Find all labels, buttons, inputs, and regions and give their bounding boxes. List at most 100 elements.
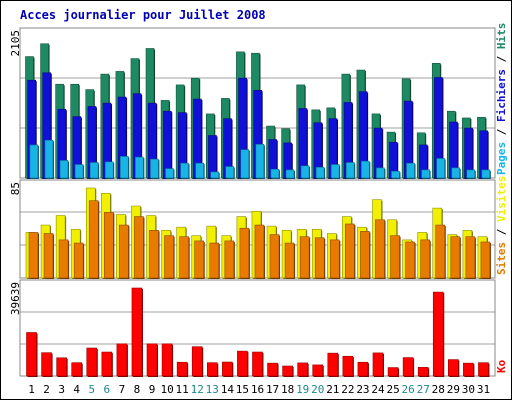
- bar-pages-day-4: [74, 164, 85, 179]
- bar-pages-day-16: [255, 143, 265, 179]
- bar-ko-day-1: [26, 332, 38, 377]
- day-label-25: 25: [386, 383, 399, 396]
- bar-sites-day-9: [149, 230, 160, 279]
- day-label-11: 11: [176, 383, 189, 396]
- panel-bot: 39639 Ko: [9, 279, 508, 377]
- bar-pages-day-1: [29, 144, 39, 179]
- panel-top-series-labels: Pages / Fichiers / Hits: [495, 23, 508, 175]
- bar-sites-day-28: [435, 224, 446, 279]
- bar-ko-day-4: [71, 362, 83, 377]
- bar-sites-day-18: [284, 242, 296, 279]
- bar-ko-day-31: [478, 362, 490, 377]
- bar-ko-day-25: [387, 367, 400, 377]
- bar-sites-day-23: [360, 231, 371, 279]
- day-label-30: 30: [462, 383, 475, 396]
- bar-sites-day-24: [375, 219, 386, 279]
- day-label-18: 18: [281, 383, 294, 396]
- day-label-22: 22: [341, 383, 354, 396]
- panel-mid-series-labels: Sites / Visites: [495, 176, 508, 275]
- bar-ko-day-2: [41, 352, 53, 377]
- day-label-15: 15: [236, 383, 249, 396]
- panel-bot-max-label: 39639: [9, 282, 22, 315]
- bar-sites-day-22: [345, 223, 356, 279]
- bar-sites-day-3: [58, 239, 70, 279]
- bar-sites-day-19: [299, 236, 311, 279]
- day-label-19: 19: [296, 383, 309, 396]
- day-label-31: 31: [477, 383, 490, 396]
- day-label-5: 5: [88, 383, 95, 396]
- day-label-27: 27: [417, 383, 430, 396]
- day-label-3: 3: [58, 383, 65, 396]
- bar-ko-day-27: [417, 367, 430, 377]
- bar-ko-day-19: [297, 362, 309, 377]
- bar-sites-day-11: [179, 236, 190, 279]
- series-label: /: [495, 49, 508, 69]
- bar-sites-day-12: [194, 240, 205, 279]
- bar-sites-day-21: [329, 239, 341, 279]
- bar-ko-day-23: [357, 361, 369, 377]
- bar-sites-day-27: [420, 239, 431, 279]
- bar-pages-day-11: [180, 162, 190, 179]
- bar-ko-day-10: [161, 343, 174, 377]
- bar-sites-day-26: [405, 241, 416, 279]
- bar-sites-day-8: [134, 216, 145, 279]
- bar-sites-day-13: [209, 242, 220, 279]
- panel-top-max-label: 2105: [9, 30, 22, 57]
- bar-ko-day-5: [86, 347, 98, 377]
- bar-sites-day-7: [119, 224, 130, 279]
- bar-pages-day-25: [391, 170, 401, 179]
- bar-ko-day-8: [131, 287, 143, 377]
- bar-pages-day-29: [451, 167, 461, 179]
- day-label-13: 13: [206, 383, 219, 396]
- panel-mid: 85 Sites / Visites: [9, 176, 508, 279]
- day-label-9: 9: [149, 383, 156, 396]
- day-label-20: 20: [311, 383, 324, 396]
- bar-ko-day-21: [327, 352, 339, 377]
- day-label-4: 4: [73, 383, 80, 396]
- day-label-12: 12: [191, 383, 204, 396]
- bar-pages-day-5: [89, 162, 100, 179]
- bar-ko-day-13: [206, 362, 219, 377]
- bar-sites-day-14: [224, 240, 235, 279]
- series-label: Visites: [495, 176, 508, 222]
- bar-pages-day-10: [165, 168, 175, 179]
- bar-pages-day-21: [330, 164, 341, 179]
- bar-pages-day-7: [119, 156, 130, 179]
- bar-pages-day-30: [466, 169, 476, 179]
- bar-ko-day-11: [176, 361, 189, 377]
- bar-pages-day-24: [376, 167, 386, 179]
- bar-pages-day-6: [104, 161, 115, 179]
- bar-ko-day-26: [402, 357, 415, 377]
- bar-pages-day-23: [361, 160, 371, 179]
- bar-sites-day-30: [465, 236, 476, 279]
- bar-ko-day-14: [222, 361, 234, 377]
- bar-ko-day-29: [448, 359, 460, 377]
- panel-bot-box: [19, 279, 496, 377]
- bar-pages-day-3: [59, 160, 70, 179]
- bar-sites-day-15: [239, 227, 250, 279]
- bar-ko-day-20: [312, 364, 324, 377]
- bar-ko-day-24: [372, 352, 384, 377]
- bar-ko-day-18: [282, 365, 294, 377]
- bar-pages-day-14: [225, 166, 235, 179]
- bar-pages-day-27: [421, 169, 431, 179]
- bar-ko-day-17: [267, 362, 279, 377]
- bar-sites-day-16: [254, 224, 265, 279]
- bar-pages-day-15: [240, 149, 250, 179]
- panel-bot-series-labels: Ko: [495, 359, 508, 373]
- series-label: Hits: [495, 23, 508, 50]
- bar-pages-day-31: [481, 169, 491, 179]
- day-label-1: 1: [28, 383, 35, 396]
- bar-sites-day-29: [450, 236, 461, 279]
- day-label-17: 17: [266, 383, 279, 396]
- bar-sites-day-10: [164, 235, 175, 279]
- bar-ko-day-15: [237, 350, 249, 377]
- day-label-26: 26: [402, 383, 415, 396]
- bar-sites-day-31: [480, 241, 491, 279]
- bar-ko-day-3: [56, 357, 68, 377]
- bar-pages-day-22: [345, 162, 356, 179]
- bar-ko-day-9: [146, 343, 159, 377]
- series-label: Sites: [495, 242, 508, 275]
- day-label-10: 10: [160, 383, 173, 396]
